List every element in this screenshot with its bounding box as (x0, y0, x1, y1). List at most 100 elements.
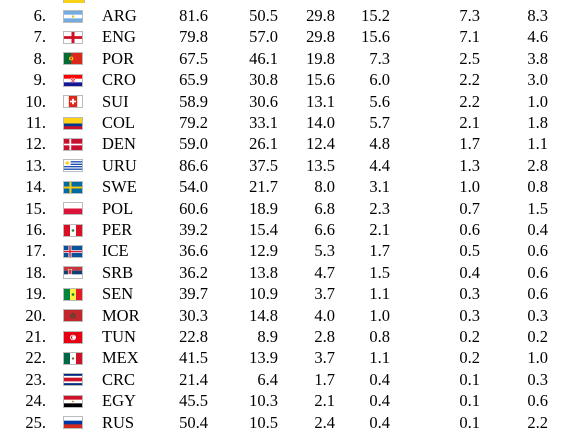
value-cell: 0.2 (527, 327, 548, 346)
table-row: 12. DEN 59.0 26.1 12.4 4.8 1.7 1.1 (0, 133, 565, 154)
value-cell: 6.0 (369, 70, 390, 90)
table-row: 25. RUS 50.4 10.5 2.4 0.4 0.1 2.2 (0, 412, 565, 433)
value-cell: 1.0 (459, 177, 480, 197)
value-cell: 30.3 (179, 305, 208, 325)
value-cell: 33.1 (249, 113, 278, 132)
value-cell: 6.8 (314, 198, 335, 218)
value-cell: 1.7 (369, 241, 390, 261)
value-cell: 4.0 (314, 305, 335, 325)
value-cell: 10.3 (249, 391, 278, 411)
team-code: ICE (102, 241, 129, 261)
value-cell: 29.8 (306, 6, 335, 25)
value-cell: 2.1 (314, 391, 335, 411)
value-cell: 79.8 (179, 27, 208, 47)
value-cell: 2.2 (459, 70, 480, 90)
value-cell: 39.7 (179, 284, 208, 304)
value-cell: 18.9 (249, 198, 278, 218)
value-cell: 2.3 (369, 198, 390, 218)
value-cell: 14.0 (306, 113, 335, 132)
partial-flag-icon (63, 0, 85, 3)
value-cell: 0.4 (369, 391, 390, 411)
value-cell: 0.1 (459, 391, 480, 411)
sweden-flag-icon (63, 180, 83, 194)
value-cell: 50.5 (249, 6, 278, 25)
russia-flag-icon (63, 416, 83, 430)
rank-cell: 20. (25, 305, 46, 325)
value-cell: 0.4 (369, 369, 390, 389)
rank-cell: 15. (25, 198, 46, 218)
team-code: POL (102, 198, 134, 218)
team-code: SEN (102, 284, 134, 304)
value-cell: 5.3 (314, 241, 335, 261)
value-cell: 0.3 (459, 305, 480, 325)
team-code: SUI (102, 91, 129, 111)
value-cell: 21.4 (179, 369, 208, 389)
value-cell: 13.1 (306, 91, 335, 111)
value-cell: 0.3 (459, 284, 480, 304)
value-cell: 3.8 (527, 48, 548, 68)
value-cell: 6.6 (314, 220, 335, 239)
table-row: 16. PER 39.2 15.4 6.6 2.1 0.6 0.4 (0, 219, 565, 240)
croatia-flag-icon (63, 73, 83, 87)
value-cell: 0.1 (459, 369, 480, 389)
rank-cell: 13. (25, 155, 46, 175)
value-cell: 21.7 (249, 177, 278, 197)
value-cell: 0.4 (459, 262, 480, 282)
team-code: SWE (102, 177, 137, 197)
colombia-flag-icon (63, 116, 83, 130)
value-cell: 4.8 (369, 134, 390, 154)
value-cell: 3.7 (314, 284, 335, 304)
peru-flag-icon (63, 223, 83, 237)
value-cell: 0.3 (527, 305, 548, 325)
value-cell: 8.3 (527, 6, 548, 25)
switzerland-flag-icon (63, 95, 83, 109)
value-cell: 0.2 (459, 327, 480, 346)
table-row: 10. SUI 58.9 30.6 13.1 5.6 2.2 1.0 (0, 91, 565, 112)
value-cell: 7.3 (369, 48, 390, 68)
value-cell: 0.2 (459, 348, 480, 368)
value-cell: 0.6 (527, 284, 548, 304)
value-cell: 46.1 (249, 48, 278, 68)
value-cell: 45.5 (179, 391, 208, 411)
table-row: 19. SEN 39.7 10.9 3.7 1.1 0.3 0.6 (0, 283, 565, 304)
value-cell: 30.6 (249, 91, 278, 111)
iceland-flag-icon (63, 244, 83, 258)
value-cell: 14.8 (249, 305, 278, 325)
value-cell: 0.6 (459, 220, 480, 239)
value-cell: 3.1 (369, 177, 390, 197)
rank-cell: 10. (25, 91, 46, 111)
value-cell: 1.7 (314, 369, 335, 389)
value-cell: 60.6 (179, 198, 208, 218)
value-cell: 65.9 (179, 70, 208, 90)
value-cell: 19.8 (306, 48, 335, 68)
poland-flag-icon (63, 202, 83, 216)
value-cell: 2.2 (527, 412, 548, 432)
value-cell: 5.7 (369, 113, 390, 132)
value-cell: 0.4 (527, 220, 548, 239)
team-code: MEX (102, 348, 139, 368)
value-cell: 0.8 (369, 327, 390, 346)
value-cell: 58.9 (179, 91, 208, 111)
table-row: 8. POR 67.5 46.1 19.8 7.3 2.5 3.8 (0, 48, 565, 69)
table-row: 14. SWE 54.0 21.7 8.0 3.1 1.0 0.8 (0, 176, 565, 197)
value-cell: 67.5 (179, 48, 208, 68)
rank-cell: 25. (25, 412, 46, 432)
costa-rica-flag-icon (63, 373, 83, 387)
value-cell: 39.2 (179, 220, 208, 239)
rank-cell: 12. (25, 134, 46, 154)
team-code: ENG (102, 27, 136, 47)
value-cell: 1.3 (459, 155, 480, 175)
value-cell: 22.8 (179, 327, 208, 346)
table-row: 11. COL 79.2 33.1 14.0 5.7 2.1 1.8 (0, 112, 565, 133)
value-cell: 30.8 (249, 70, 278, 90)
team-code: PER (102, 220, 133, 239)
value-cell: 4.4 (369, 155, 390, 175)
value-cell: 10.9 (249, 284, 278, 304)
value-cell: 1.1 (369, 348, 390, 368)
value-cell: 13.8 (249, 262, 278, 282)
team-code: RUS (102, 412, 135, 432)
team-code: ARG (102, 6, 137, 25)
table-row: 20. MOR 30.3 14.8 4.0 1.0 0.3 0.3 (0, 305, 565, 326)
rank-cell: 24. (25, 391, 46, 411)
value-cell: 2.8 (314, 327, 335, 346)
